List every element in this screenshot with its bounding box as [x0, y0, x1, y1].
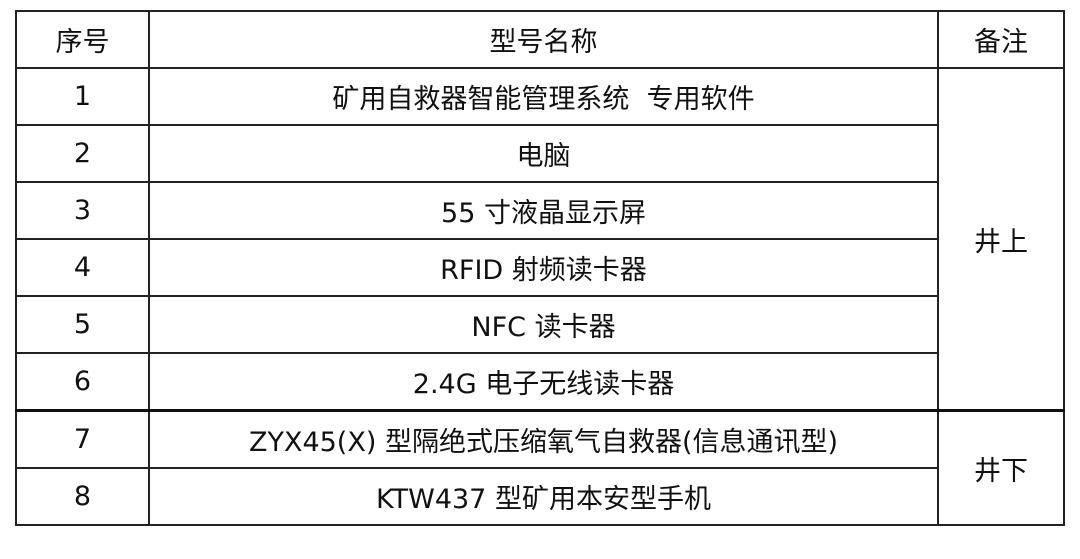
table-row: 4 RFID 射频读卡器 — [15, 238, 1064, 297]
header-row: 序号 型号名称 备注 — [15, 10, 1065, 69]
equipment-table: 序号 型号名称 备注 1 矿用自救器智能管理系统 专用软件 井上 2 电脑 3 … — [15, 10, 1065, 526]
cell-no: 5 — [15, 295, 150, 354]
cell-name: 55 寸液晶显示屏 — [148, 181, 939, 240]
cell-name: 2.4G 电子无线读卡器 — [148, 352, 939, 412]
cell-name: ZYX45(X) 型隔绝式压缩氧气自救器(信息通讯型) — [148, 409, 939, 469]
cell-name: 矿用自救器智能管理系统 专用软件 — [148, 67, 939, 126]
cell-no: 1 — [15, 67, 150, 126]
cell-name: 电脑 — [148, 124, 939, 183]
header-no: 序号 — [15, 10, 150, 69]
table-row: 7 ZYX45(X) 型隔绝式压缩氧气自救器(信息通讯型) 井下 — [15, 409, 1065, 526]
table-row: 1 矿用自救器智能管理系统 专用软件 井上 — [15, 67, 1065, 412]
table-row: 5 NFC 读卡器 — [15, 295, 1064, 354]
table-row: 8 KTW437 型矿用本安型手机 — [15, 467, 1064, 526]
cell-no: 7 — [15, 409, 150, 469]
table-row: 6 2.4G 电子无线读卡器 — [15, 352, 1064, 412]
header-notes: 备注 — [937, 10, 1065, 69]
table-row: 3 55 寸液晶显示屏 — [15, 181, 1064, 240]
cell-no: 6 — [15, 352, 150, 412]
cell-name: RFID 射频读卡器 — [148, 238, 939, 297]
cell-no: 3 — [15, 181, 150, 240]
cell-notes-underground: 井下 — [937, 409, 1065, 526]
header-name: 型号名称 — [148, 10, 939, 69]
cell-name: KTW437 型矿用本安型手机 — [148, 467, 939, 526]
cell-no: 2 — [15, 124, 150, 183]
cell-notes-above-ground: 井上 — [937, 67, 1065, 412]
cell-no: 8 — [15, 467, 150, 526]
cell-no: 4 — [15, 238, 150, 297]
cell-name: NFC 读卡器 — [148, 295, 939, 354]
table-row: 2 电脑 — [15, 124, 1064, 183]
